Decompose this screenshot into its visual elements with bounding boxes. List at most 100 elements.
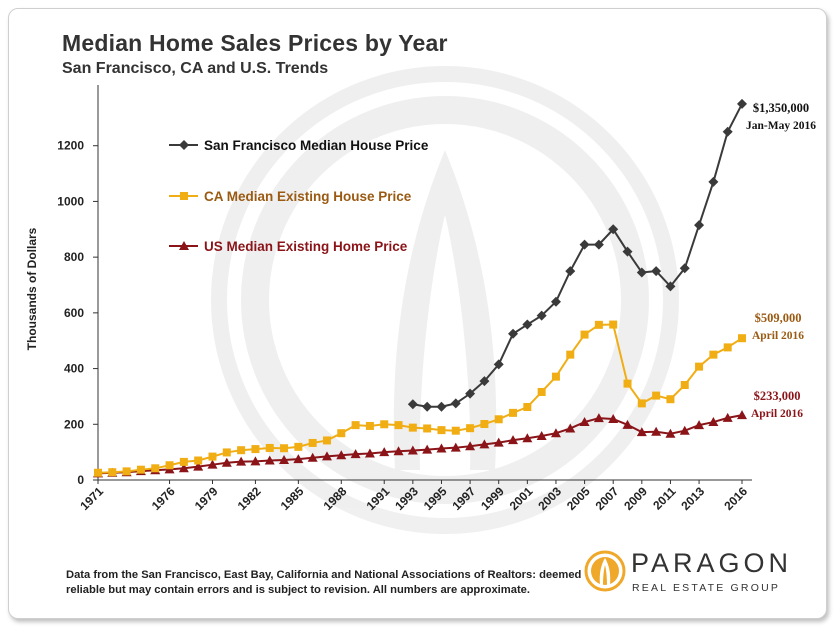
data-point [122, 467, 131, 476]
data-point [307, 452, 318, 462]
data-point [536, 430, 547, 440]
data-point [609, 320, 618, 329]
data-point [738, 334, 746, 343]
data-point [694, 220, 705, 231]
data-point [407, 445, 418, 455]
data-point [293, 454, 304, 464]
legend-label: San Francisco Median House Price [204, 138, 429, 153]
data-point [393, 446, 404, 456]
data-point [436, 443, 447, 453]
data-point [422, 444, 433, 454]
data-point [694, 420, 705, 430]
data-point [550, 296, 561, 307]
data-point [565, 423, 576, 433]
data-point [622, 246, 633, 257]
data-point [351, 421, 360, 430]
data-point [265, 443, 274, 452]
legend-marker [180, 192, 188, 200]
data-point [636, 267, 647, 278]
x-tick-label: 1976 [149, 484, 178, 513]
data-point [350, 449, 361, 459]
data-point [380, 420, 389, 429]
data-point [451, 426, 460, 435]
data-point [508, 435, 519, 445]
data-point [479, 376, 490, 387]
logo-tagline: REAL ESTATE GROUP [632, 582, 781, 594]
data-point [708, 176, 719, 187]
data-point [108, 468, 117, 477]
annotation-label: $509,000 [755, 311, 802, 325]
annotation-label: April 2016 [752, 330, 804, 342]
data-point [566, 350, 575, 359]
data-point [279, 454, 290, 464]
x-tick-label: 2009 [621, 484, 650, 513]
data-point [151, 464, 160, 473]
data-point [522, 433, 533, 443]
x-tick-label: 2011 [650, 484, 679, 513]
data-point [364, 448, 375, 458]
data-point [722, 126, 733, 137]
data-point [321, 451, 332, 461]
data-point [509, 408, 518, 417]
annotation-label: $233,000 [754, 389, 801, 403]
data-point [480, 420, 489, 429]
data-point [551, 372, 560, 381]
data-point [136, 465, 145, 474]
data-point [680, 381, 689, 390]
y-tick-label: 0 [77, 473, 84, 487]
x-tick-label: 2016 [721, 484, 750, 513]
data-point [179, 457, 188, 466]
data-point [651, 426, 662, 436]
legend-marker [179, 241, 189, 250]
data-point [237, 446, 246, 455]
data-point [636, 427, 647, 437]
data-point [695, 362, 704, 371]
data-point [723, 343, 732, 352]
legend-marker [179, 140, 189, 150]
data-point [522, 319, 533, 330]
data-point [408, 423, 417, 432]
data-point [207, 459, 218, 469]
data-point [336, 450, 347, 460]
data-point [651, 266, 662, 277]
data-point [308, 438, 317, 447]
y-tick-label: 1000 [57, 194, 84, 208]
data-point [294, 442, 303, 451]
data-point [436, 401, 447, 412]
y-tick-label: 600 [64, 306, 84, 320]
x-tick-label: 1971 [77, 484, 106, 513]
chart-title: Median Home Sales Prices by Year [62, 30, 448, 56]
data-point [493, 437, 504, 447]
x-tick-label: 1982 [235, 484, 264, 513]
data-point [208, 452, 217, 461]
data-point [665, 281, 676, 292]
data-point [466, 424, 475, 433]
data-point [493, 359, 504, 370]
annotation-label: Jan-May 2016 [746, 120, 816, 132]
x-tick-label: 1979 [192, 484, 221, 513]
data-point [407, 399, 418, 410]
y-tick-label: 800 [64, 250, 84, 264]
data-point [94, 468, 102, 477]
paragon-logo-icon [584, 550, 626, 592]
logo-wordmark: PARAGON [631, 548, 793, 578]
data-point [579, 239, 590, 250]
data-point [523, 403, 532, 412]
paragon-logo: PARAGON REAL ESTATE GROUP [583, 545, 823, 605]
y-axis-label: Thousands of Dollars [25, 227, 39, 350]
data-point [465, 388, 476, 399]
data-point [580, 330, 589, 339]
data-point [178, 463, 189, 473]
data-point [423, 424, 432, 433]
data-point [165, 461, 174, 470]
data-point [537, 387, 546, 396]
data-point [565, 266, 576, 277]
annotation-label: April 2016 [751, 408, 803, 420]
data-point [379, 447, 390, 457]
x-tick-label: 1985 [278, 484, 307, 513]
data-point [608, 413, 619, 423]
data-point [250, 456, 261, 466]
data-point [450, 398, 461, 409]
data-point [394, 421, 403, 430]
